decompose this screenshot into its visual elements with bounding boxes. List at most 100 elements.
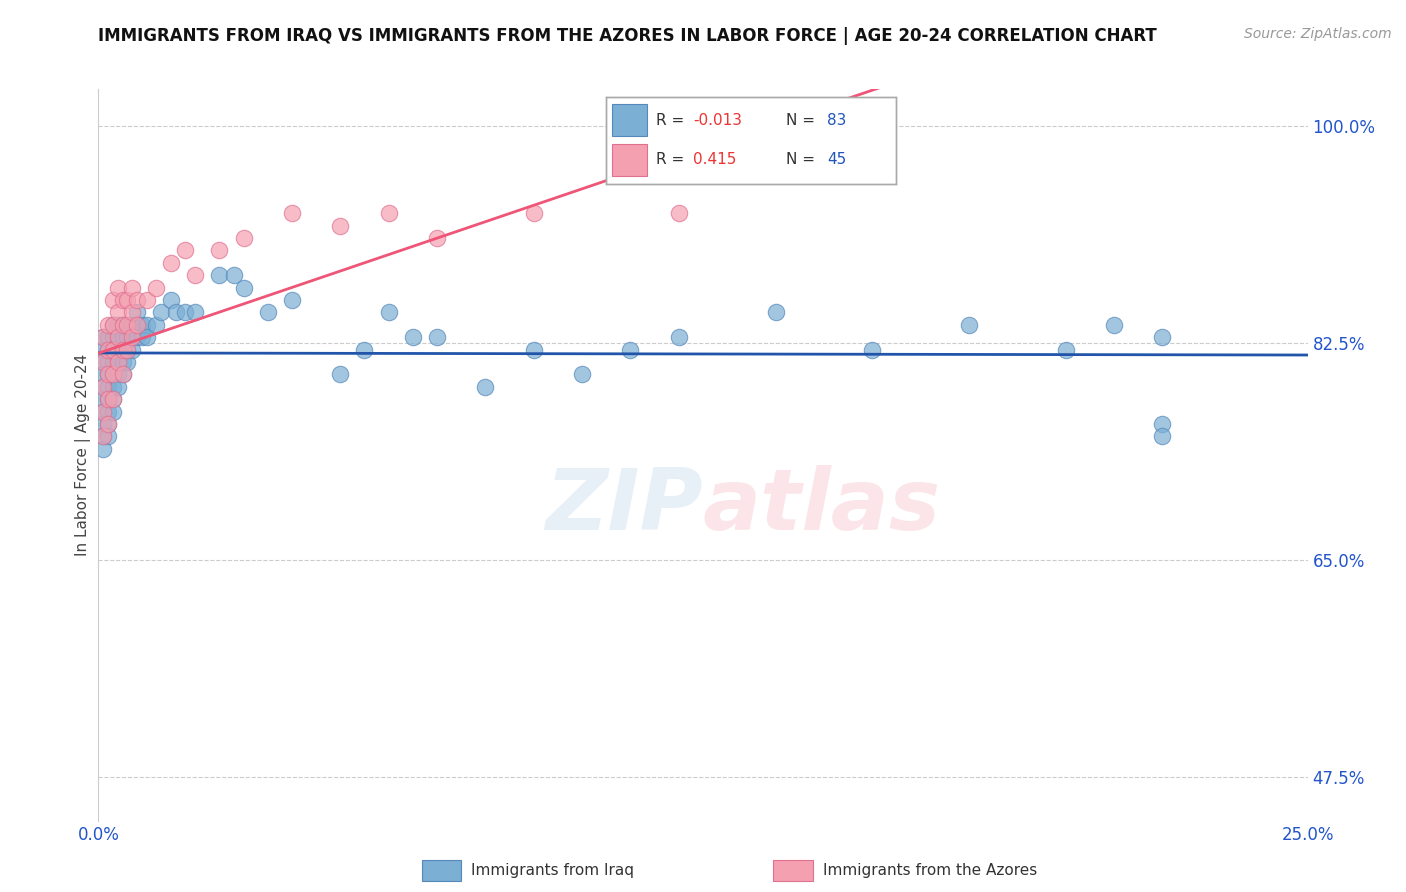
Point: [91, 355, 114, 369]
Point: [160, 256, 183, 270]
Point: [91, 380, 114, 394]
Point: [174, 244, 197, 258]
Point: [1152, 429, 1174, 443]
Point: [668, 330, 690, 344]
Point: [426, 231, 449, 245]
Point: [117, 343, 139, 357]
Point: [402, 330, 425, 344]
Text: atlas: atlas: [703, 465, 941, 548]
Point: [184, 268, 207, 282]
Point: [117, 343, 139, 357]
Point: [107, 318, 129, 332]
Point: [91, 404, 114, 418]
Point: [91, 380, 114, 394]
Point: [127, 330, 149, 344]
Point: [107, 355, 129, 369]
Point: [131, 330, 153, 344]
Point: [474, 380, 496, 394]
Point: [107, 368, 129, 382]
Point: [135, 293, 157, 307]
Point: [117, 330, 139, 344]
Point: [377, 305, 399, 319]
Point: [97, 330, 120, 344]
Point: [107, 330, 129, 344]
Point: [160, 293, 183, 307]
Point: [174, 305, 197, 319]
Point: [184, 305, 207, 319]
Point: [107, 330, 129, 344]
Point: [145, 318, 167, 332]
Point: [97, 318, 120, 332]
Point: [117, 318, 139, 332]
Point: [101, 293, 124, 307]
Point: [281, 206, 304, 220]
Text: Immigrants from the Azores: Immigrants from the Azores: [823, 863, 1036, 878]
Point: [860, 343, 883, 357]
Point: [256, 305, 278, 319]
Point: [523, 343, 546, 357]
Point: [91, 429, 114, 443]
Point: [353, 343, 375, 357]
Point: [668, 206, 690, 220]
Point: [101, 368, 124, 382]
Point: [91, 368, 114, 382]
Point: [121, 305, 143, 319]
Point: [135, 318, 157, 332]
Point: [127, 318, 149, 332]
Point: [329, 368, 352, 382]
Point: [111, 368, 134, 382]
Point: [150, 305, 173, 319]
Point: [101, 318, 124, 332]
Point: [111, 318, 134, 332]
Point: [97, 417, 120, 431]
Point: [101, 392, 124, 406]
Text: Source: ZipAtlas.com: Source: ZipAtlas.com: [1244, 27, 1392, 41]
Point: [571, 368, 593, 382]
Point: [117, 318, 139, 332]
Point: [97, 392, 120, 406]
Point: [121, 330, 143, 344]
Point: [97, 429, 120, 443]
Point: [121, 318, 143, 332]
Point: [329, 219, 352, 233]
Point: [97, 404, 120, 418]
Text: Immigrants from Iraq: Immigrants from Iraq: [471, 863, 634, 878]
Point: [97, 417, 120, 431]
Point: [101, 368, 124, 382]
Point: [101, 330, 124, 344]
Point: [97, 380, 120, 394]
Point: [91, 851, 114, 865]
Point: [101, 404, 124, 418]
Point: [91, 330, 114, 344]
Point: [165, 305, 187, 319]
Point: [107, 343, 129, 357]
Point: [111, 355, 134, 369]
Y-axis label: In Labor Force | Age 20-24: In Labor Force | Age 20-24: [76, 354, 91, 556]
Point: [121, 330, 143, 344]
Point: [111, 343, 134, 357]
Point: [91, 355, 114, 369]
Point: [107, 280, 129, 294]
Text: IMMIGRANTS FROM IRAQ VS IMMIGRANTS FROM THE AZORES IN LABOR FORCE | AGE 20-24 CO: IMMIGRANTS FROM IRAQ VS IMMIGRANTS FROM …: [98, 27, 1157, 45]
Point: [523, 206, 546, 220]
Point: [619, 343, 641, 357]
Point: [101, 355, 124, 369]
Point: [97, 343, 120, 357]
Point: [377, 206, 399, 220]
Point: [121, 343, 143, 357]
Point: [111, 293, 134, 307]
Point: [111, 368, 134, 382]
Point: [91, 330, 114, 344]
Point: [765, 305, 787, 319]
Point: [1152, 330, 1174, 344]
Point: [101, 392, 124, 406]
Point: [97, 355, 120, 369]
Point: [208, 268, 231, 282]
Point: [117, 293, 139, 307]
Point: [107, 380, 129, 394]
Point: [97, 368, 120, 382]
Point: [91, 404, 114, 418]
Point: [232, 280, 254, 294]
Point: [111, 330, 134, 344]
Point: [91, 392, 114, 406]
